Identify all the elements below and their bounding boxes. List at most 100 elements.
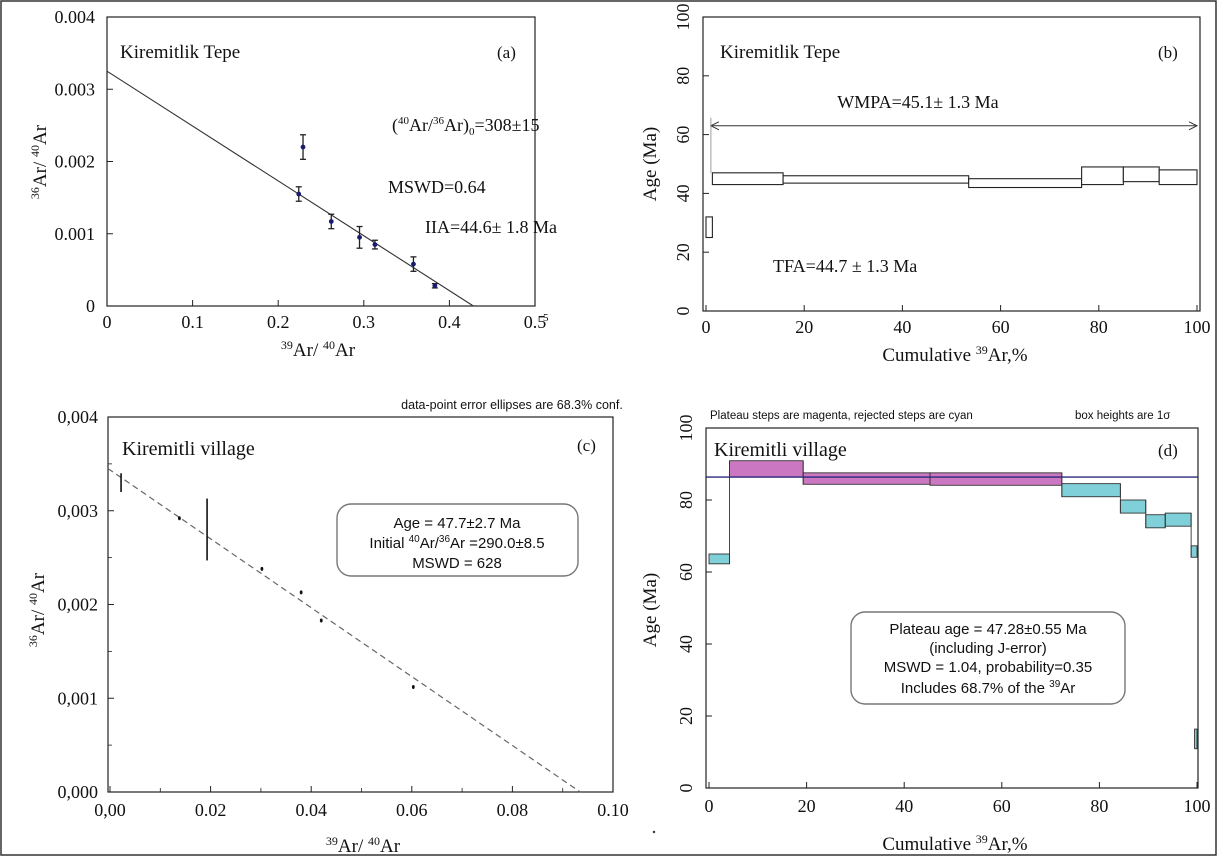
panel-d-x-tick-label: 60 [993, 796, 1011, 816]
panel-c-ticks: 0,00 0.02 0.04 0.06 0.08 0.10 0,000 0,001 0,002 0… [58, 407, 629, 820]
panel-d-y-tick-label: 60 [676, 563, 696, 581]
panel-c-label: (c) [577, 436, 596, 455]
panel-b-y-tick-label: 80 [673, 67, 693, 85]
panel-b: 0 20 40 60 80 100 0 20 40 60 80 100 Kiremitlik Tepe… [640, 4, 1211, 367]
panel-c-error-ellipse [299, 590, 303, 595]
panel-a-point [432, 283, 438, 289]
panel-c-x-tick-label: 0,00 [94, 800, 126, 820]
panel-a-point [300, 144, 306, 150]
panel-c-x-tick-label: 0.04 [295, 800, 327, 820]
panel-d-y-tick-label: 80 [676, 491, 696, 509]
panel-b-x-tick-label: 60 [992, 317, 1010, 337]
panel-a-point [328, 219, 334, 224]
panel-a-label: (a) [497, 43, 516, 62]
panel-a-x-tick-label: 0.5 [524, 312, 547, 332]
panel-d-step [1164, 512, 1192, 527]
panel-d-step [1061, 483, 1121, 498]
panel-a-y-axis-label: 36Ar/ 40Ar [28, 124, 51, 199]
panel-a-x-tick-label: 0.1 [181, 312, 204, 332]
panel-c-y-axis-label: 36Ar/ 40Ar [26, 572, 49, 647]
panel-a-y-tick-label: 0.004 [55, 7, 96, 27]
stray-dot [652, 830, 656, 834]
panel-a-data [106, 70, 474, 307]
panel-d-step [708, 553, 730, 565]
panel-a-point [372, 242, 378, 247]
panel-c-info-box [336, 503, 579, 577]
panel-b-step [711, 172, 784, 186]
panel-d-x-tick-label: 0 [705, 796, 714, 816]
panel-b-wmpa: WMPA=45.1± 1.3 Ma [837, 92, 998, 112]
panel-b-title: Kiremitlik Tepe [720, 42, 840, 63]
panel-b-arrow-head-right [1188, 121, 1199, 131]
panel-d-info-line4: Includes 68.7% of the 39Ar [901, 679, 1076, 697]
panel-c-data [107, 463, 581, 793]
panel-d-step [802, 472, 931, 485]
panel-b-step [1081, 166, 1124, 186]
panel-c-error-ellipse [411, 685, 415, 689]
panel-b-ticks: 0 20 40 60 80 100 0 20 40 60 80 100 [673, 4, 1211, 338]
panel-d-x-tick-label: 100 [1184, 796, 1211, 816]
panel-d-info-line1: Plateau age = 47.28±0.55 Ma [889, 621, 1087, 638]
panel-b-data [705, 117, 1199, 239]
panel-b-step [1158, 169, 1198, 186]
panel-a-y-tick-label: 0.001 [55, 224, 96, 244]
panel-a-y-tick-label: 0 [86, 296, 95, 316]
panel-d-title: Kiremitli village [714, 439, 847, 461]
panel-b-step [782, 175, 970, 184]
panel-c-y-tick-label: 0,004 [58, 407, 99, 427]
panel-c-y-tick-label: 0,001 [58, 688, 99, 708]
panel-a-fit-line [106, 70, 474, 307]
panel-d-y-axis-label: Age (Ma) [640, 573, 661, 647]
panel-b-x-axis-label: Cumulative 39Ar,% [882, 343, 1027, 366]
panel-d-y-tick-label: 0 [676, 784, 696, 793]
panel-c-x-tick-label: 0.10 [597, 800, 629, 820]
panel-c-error-ellipse [260, 566, 264, 571]
panel-b-step [705, 216, 713, 239]
panel-c-info-age: Age = 47.7±2.7 Ma [393, 515, 521, 532]
panel-a-ticks: 0 0.1 0.2 0.3 0.4 0.5 0 0.001 0.002 0.003 0.004 [55, 7, 547, 332]
panel-b-step [968, 178, 1083, 189]
panel-a-mswd: MSWD=0.64 [388, 177, 486, 197]
panel-b-y-tick-label: 60 [673, 126, 693, 144]
panel-b-label: (b) [1158, 43, 1178, 62]
panel-b-y-tick-label: 0 [673, 307, 693, 316]
panel-d-header-left: Plateau steps are magenta, rejected step… [710, 410, 973, 422]
panel-c: data-point error ellipses are 68.3% conf… [26, 398, 629, 856]
panel-d-label: (d) [1158, 441, 1178, 460]
panel-d-step [1190, 545, 1198, 558]
panel-a-x-tick-label: 0.4 [438, 312, 461, 332]
panel-d-x-tick-label: 80 [1090, 796, 1108, 816]
panel-c-title: Kiremitli village [122, 438, 255, 460]
panel-d-step [1194, 728, 1198, 750]
panel-b-y-axis-label: Age (Ma) [640, 127, 661, 201]
panel-d-step [1119, 499, 1147, 514]
panel-a-x-tick-superscript: 5 [543, 312, 549, 324]
panel-b-x-tick-label: 40 [893, 317, 911, 337]
panel-c-y-tick-label: 0,002 [58, 595, 99, 615]
panel-a-y-tick-label: 0.003 [55, 79, 96, 99]
panel-c-error-ellipse [178, 516, 181, 521]
panel-c-error-ellipse [319, 618, 323, 623]
panel-a-initial-ratio: (40Ar/36Ar)0=308±15 [392, 115, 540, 138]
panel-b-step [1122, 166, 1160, 183]
panel-a-point [357, 234, 362, 240]
panel-c-y-tick-label: 0,000 [58, 782, 99, 802]
panel-d-y-tick-label: 40 [676, 635, 696, 653]
panel-a-x-tick-label: 0.2 [267, 312, 290, 332]
panel-d-ticks: 0 20 40 60 80 100 0 20 40 60 80 100 [676, 415, 1211, 817]
panel-d-info-box [850, 611, 1126, 705]
panel-d-header-right: box heights are 1σ [1075, 410, 1170, 422]
panel-a-iia: IIA=44.6± 1.8 Ma [425, 217, 557, 237]
panel-b-x-tick-label: 80 [1090, 317, 1108, 337]
panel-c-x-tick-label: 0.06 [396, 800, 428, 820]
panel-b-tfa: TFA=44.7 ± 1.3 Ma [773, 256, 917, 276]
panel-b-x-tick-label: 0 [702, 317, 711, 337]
panel-a-y-tick-label: 0.002 [55, 152, 96, 172]
panel-b-y-tick-label: 40 [673, 184, 693, 202]
panel-b-y-tick-label: 20 [673, 243, 693, 261]
panel-d-x-axis-label: Cumulative 39Ar,% [882, 832, 1027, 855]
panel-b-x-tick-label: 100 [1184, 317, 1211, 337]
panel-a-x-tick-label: 0.3 [353, 312, 376, 332]
